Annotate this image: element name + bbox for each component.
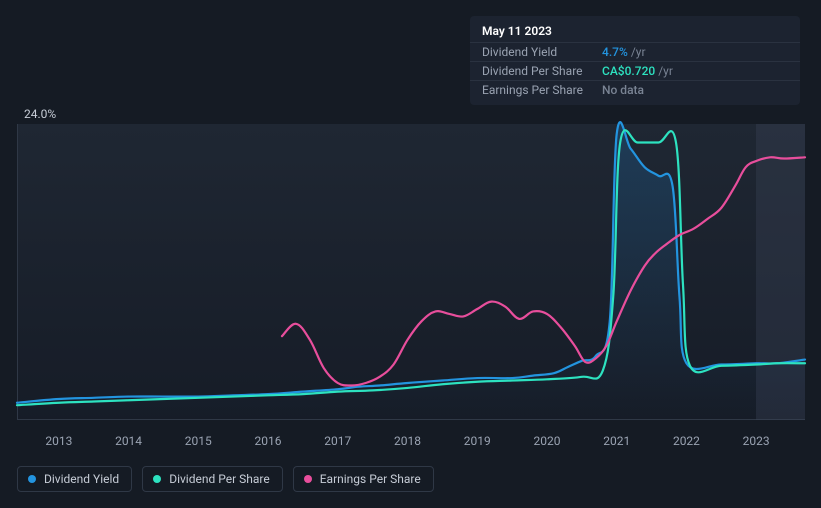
legend-dot-icon — [304, 475, 312, 483]
x-axis-label: 2013 — [45, 434, 72, 448]
tooltip-row-label: Dividend Yield — [482, 45, 602, 59]
legend-item-label: Earnings Per Share — [320, 472, 421, 486]
series-line-dividend-yield — [17, 122, 805, 403]
x-axis-label: 2020 — [533, 434, 560, 448]
legend-item-dividend-yield[interactable]: Dividend Yield — [17, 466, 132, 492]
tooltip-row: Dividend Yield4.7%/yr — [470, 42, 800, 61]
legend-dot-icon — [153, 475, 161, 483]
x-axis-label: 2017 — [324, 434, 351, 448]
tooltip-row-unit: /yr — [631, 45, 646, 59]
x-axis-label: 2018 — [394, 434, 421, 448]
chart-svg — [17, 124, 805, 420]
x-axis-label: 2023 — [743, 434, 770, 448]
tooltip-row: Dividend Per ShareCA$0.720/yr — [470, 61, 800, 80]
tooltip-row-label: Earnings Per Share — [482, 83, 602, 97]
tooltip-row-unit: /yr — [658, 64, 673, 78]
x-axis-label: 2015 — [185, 434, 212, 448]
series-area-dividend-yield — [17, 122, 805, 420]
legend: Dividend Yield Dividend Per Share Earnings… — [17, 466, 434, 492]
x-axis-label: 2014 — [115, 434, 142, 448]
chart-tooltip: May 11 2023 Dividend Yield4.7%/yrDividen… — [470, 16, 800, 105]
chart-area — [17, 124, 805, 420]
tooltip-row-value: No data — [602, 83, 644, 97]
x-axis-label: 2022 — [673, 434, 700, 448]
tooltip-row: Earnings Per ShareNo data — [470, 80, 800, 99]
tooltip-row-value: CA$0.720 — [602, 64, 655, 78]
series-line-earnings-per-share — [282, 157, 805, 385]
tooltip-row-label: Dividend Per Share — [482, 64, 602, 78]
x-axis-label: 2019 — [464, 434, 491, 448]
tooltip-date: May 11 2023 — [470, 22, 800, 42]
legend-item-label: Dividend Yield — [44, 472, 119, 486]
tooltip-row-value: 4.7% — [602, 45, 628, 59]
x-axis-label: 2021 — [603, 434, 630, 448]
legend-item-earnings-per-share[interactable]: Earnings Per Share — [293, 466, 434, 492]
legend-dot-icon — [28, 475, 36, 483]
legend-item-label: Dividend Per Share — [169, 472, 270, 486]
legend-item-dividend-per-share[interactable]: Dividend Per Share — [142, 466, 283, 492]
y-axis-label: 24.0% — [24, 107, 56, 121]
x-axis-label: 2016 — [255, 434, 282, 448]
